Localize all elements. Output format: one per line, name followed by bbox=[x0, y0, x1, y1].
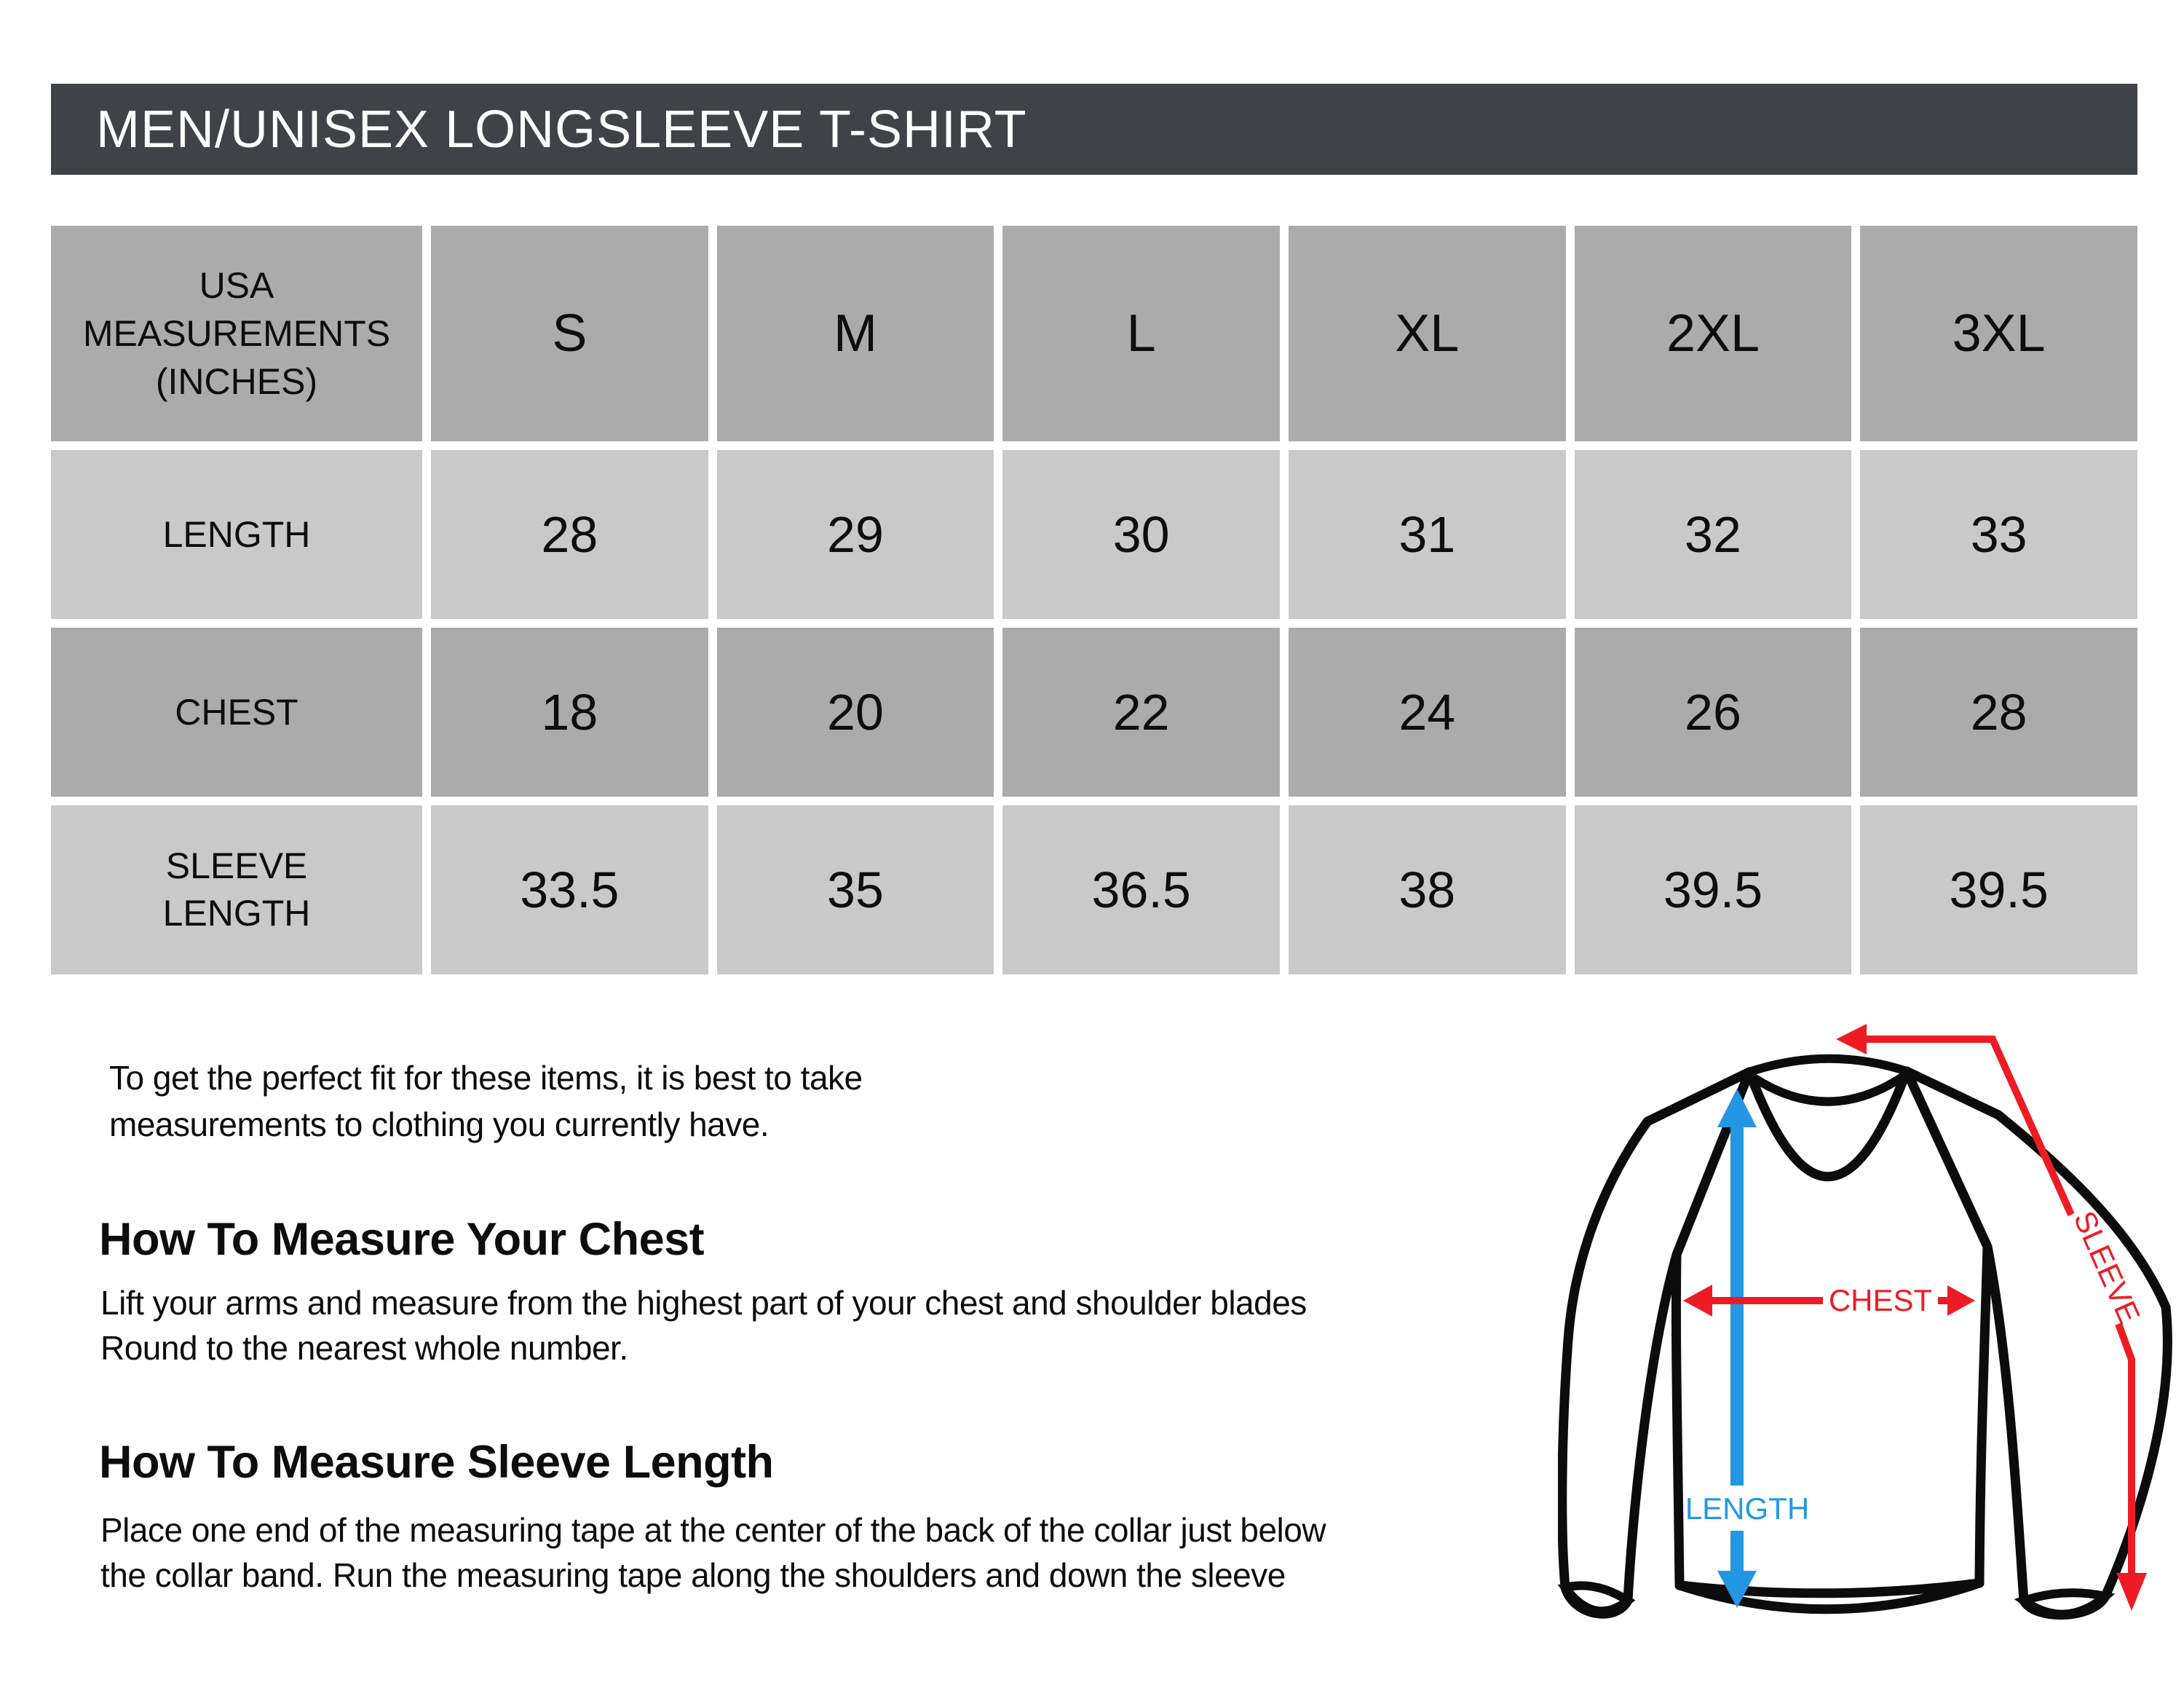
chest-section-heading: How To Measure Your Chest bbox=[99, 1214, 705, 1265]
shirt-collar-band bbox=[1747, 1071, 1909, 1106]
length-arrow-top-head bbox=[1717, 1089, 1757, 1127]
size-table: USA MEASUREMENTS (INCHES) S M L XL 2XL 3… bbox=[51, 226, 2137, 974]
length-arrow-shaft-lower bbox=[1730, 1531, 1744, 1573]
chest-3xl: 28 bbox=[1860, 628, 2137, 797]
shirt-left-cuff bbox=[1558, 1581, 1636, 1616]
chest-text-line-2: Round to the nearest whole number. bbox=[100, 1329, 628, 1367]
sleeve-l: 36.5 bbox=[1002, 805, 1280, 974]
col-header-l: L bbox=[1002, 226, 1280, 441]
chest-section-text: Lift your arms and measure from the high… bbox=[100, 1280, 1307, 1370]
sleeve-arrow-lower-shaft bbox=[2115, 1322, 2135, 1574]
chest-m: 20 bbox=[716, 628, 994, 797]
length-xl: 31 bbox=[1288, 450, 1566, 619]
sleeve-text-line-2: the collar band. Run the measuring tape … bbox=[100, 1556, 1286, 1594]
shirt-hem bbox=[1674, 1578, 1985, 1614]
chest-arrow-left-head bbox=[1683, 1285, 1712, 1317]
intro-line-2: measurements to clothing you currently h… bbox=[109, 1105, 769, 1143]
sleeve-section-text: Place one end of the measuring tape at t… bbox=[100, 1507, 1326, 1598]
col-header-xl: XL bbox=[1288, 226, 1566, 441]
table-corner-header: USA MEASUREMENTS (INCHES) bbox=[51, 226, 422, 441]
sleeve-m: 35 bbox=[716, 805, 994, 974]
intro-note: To get the perfect fit for these items, … bbox=[109, 1054, 863, 1148]
chest-arrow-right-head bbox=[1947, 1285, 1975, 1316]
sleeve-2xl: 39.5 bbox=[1574, 805, 1852, 974]
col-header-3xl: 3XL bbox=[1860, 226, 2137, 441]
chest-text-line-1: Lift your arms and measure from the high… bbox=[100, 1284, 1307, 1322]
chest-label-background bbox=[1823, 1279, 1938, 1321]
shirt-measurement-diagram: LENGTH CHEST SLEEVE bbox=[1558, 1024, 2172, 1620]
length-l: 30 bbox=[1002, 450, 1280, 619]
length-label: LENGTH bbox=[1685, 1491, 1809, 1526]
chest-l: 22 bbox=[1002, 628, 1280, 797]
chest-label: CHEST bbox=[1829, 1283, 1932, 1317]
length-label-background bbox=[1688, 1487, 1808, 1529]
sleeve-arrow-upper-shaft bbox=[1862, 1036, 2075, 1217]
row-label-length: LENGTH bbox=[51, 450, 422, 619]
sleeve-s: 33.5 bbox=[431, 805, 708, 974]
sleeve-text-line-1: Place one end of the measuring tape at t… bbox=[100, 1511, 1326, 1549]
length-3xl: 33 bbox=[1860, 450, 2137, 619]
length-arrow-bottom-head bbox=[1717, 1571, 1757, 1608]
row-label-sleeve-length: SLEEVE LENGTH bbox=[51, 805, 422, 974]
chest-s: 18 bbox=[431, 628, 708, 797]
col-header-2xl: 2XL bbox=[1574, 226, 1852, 441]
row-label-chest: CHEST bbox=[51, 628, 422, 797]
sleeve-arrow-left-head bbox=[1836, 1024, 1867, 1054]
sleeve-xl: 38 bbox=[1288, 805, 1566, 974]
title-banner: MEN/UNISEX LONGSLEEVE T-SHIRT bbox=[51, 84, 2137, 175]
shirt-left-sleeve bbox=[1558, 1067, 1754, 1619]
sleeve-arrow-bottom-head bbox=[2116, 1573, 2147, 1611]
col-header-s: S bbox=[431, 226, 708, 441]
sleeve-3xl: 39.5 bbox=[1860, 805, 2137, 974]
col-header-m: M bbox=[716, 226, 994, 441]
chest-xl: 24 bbox=[1288, 628, 1566, 797]
length-m: 29 bbox=[716, 450, 994, 619]
shirt-right-cuff bbox=[2014, 1588, 2116, 1619]
shirt-collar-top-edge bbox=[1745, 1054, 1911, 1076]
page-title: MEN/UNISEX LONGSLEEVE T-SHIRT bbox=[96, 100, 1027, 159]
length-s: 28 bbox=[431, 450, 708, 619]
intro-line-1: To get the perfect fit for these items, … bbox=[109, 1059, 863, 1097]
length-2xl: 32 bbox=[1574, 450, 1852, 619]
sleeve-section-heading: How To Measure Sleeve Length bbox=[99, 1437, 774, 1488]
chest-2xl: 26 bbox=[1574, 628, 1852, 797]
